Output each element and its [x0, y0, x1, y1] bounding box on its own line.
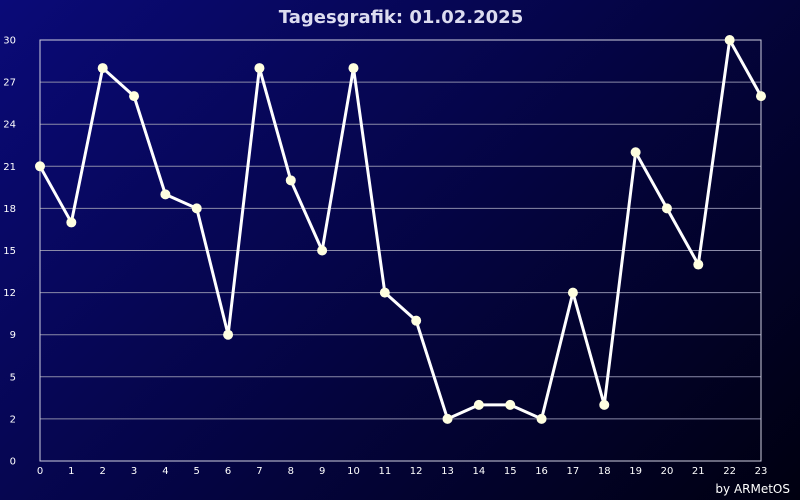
data-point [693, 259, 704, 270]
y-tick-label: 9 [10, 330, 16, 341]
data-point [348, 63, 359, 74]
x-tick-label: 0 [37, 466, 43, 477]
x-tick-label: 3 [131, 466, 137, 477]
x-tick-label: 16 [535, 466, 548, 477]
data-point [191, 203, 202, 214]
series-line [38, 38, 763, 421]
y-tick-label: 24 [3, 120, 16, 131]
x-tick-label: 5 [194, 466, 200, 477]
x-tick-label: 18 [598, 466, 611, 477]
data-point [536, 413, 547, 424]
x-tick-label: 22 [723, 466, 736, 477]
chart-title: Tagesgrafik: 01.02.2025 [279, 7, 523, 28]
data-point [599, 399, 610, 410]
plot-frame [39, 39, 762, 462]
x-tick-label: 12 [410, 466, 423, 477]
x-tick-label: 7 [256, 466, 262, 477]
data-point [35, 161, 45, 172]
x-tick-label: 2 [100, 466, 106, 477]
x-tick-label: 11 [378, 466, 391, 477]
data-point [661, 203, 672, 214]
credit-text: by ARMetOS [715, 482, 790, 496]
x-tick-label: 19 [629, 466, 642, 477]
data-point [129, 91, 140, 102]
grid-lines [40, 81, 761, 420]
y-tick-label: 27 [3, 78, 16, 89]
data-point [442, 413, 453, 424]
x-tick-label: 1 [68, 466, 74, 477]
x-tick-label: 23 [755, 466, 768, 477]
data-point [473, 399, 484, 410]
data-point [630, 147, 641, 158]
x-tick-label: 8 [288, 466, 294, 477]
y-tick-label: 18 [3, 204, 16, 215]
data-point-markers [35, 35, 766, 424]
x-tick-label: 15 [504, 466, 517, 477]
y-tick-label: 12 [3, 288, 16, 299]
x-tick-label: 14 [473, 466, 486, 477]
data-point [97, 63, 108, 74]
data-point [254, 63, 265, 74]
data-point [756, 91, 766, 102]
y-tick-label: 21 [3, 162, 16, 173]
y-tick-label: 0 [10, 457, 16, 468]
x-tick-label: 6 [225, 466, 231, 477]
y-tick-label: 5 [10, 372, 16, 383]
x-tick-label: 4 [162, 466, 168, 477]
y-tick-label: 15 [3, 246, 16, 257]
x-tick-label: 9 [319, 466, 325, 477]
x-axis-tick-labels: 0 1 2 3 4 5 6 7 8 9 10 11 12 13 14 15 16 17 18 19 20 21 22 23 [37, 466, 768, 477]
data-point [567, 287, 578, 298]
x-tick-label: 21 [692, 466, 705, 477]
x-tick-label: 10 [347, 466, 360, 477]
data-point [66, 217, 77, 228]
data-point [379, 287, 390, 298]
data-point [160, 189, 171, 200]
data-point [317, 245, 328, 256]
data-point [285, 175, 296, 186]
x-tick-label: 17 [567, 466, 580, 477]
y-tick-label: 2 [10, 414, 16, 425]
y-tick-label: 30 [3, 36, 16, 47]
data-point [505, 399, 516, 410]
x-tick-label: 20 [661, 466, 674, 477]
data-point [724, 35, 735, 45]
x-tick-label: 13 [441, 466, 454, 477]
y-axis-tick-labels: 0 2 5 9 12 15 18 21 24 27 30 [3, 36, 16, 468]
data-point [411, 315, 422, 326]
data-point [223, 329, 234, 340]
